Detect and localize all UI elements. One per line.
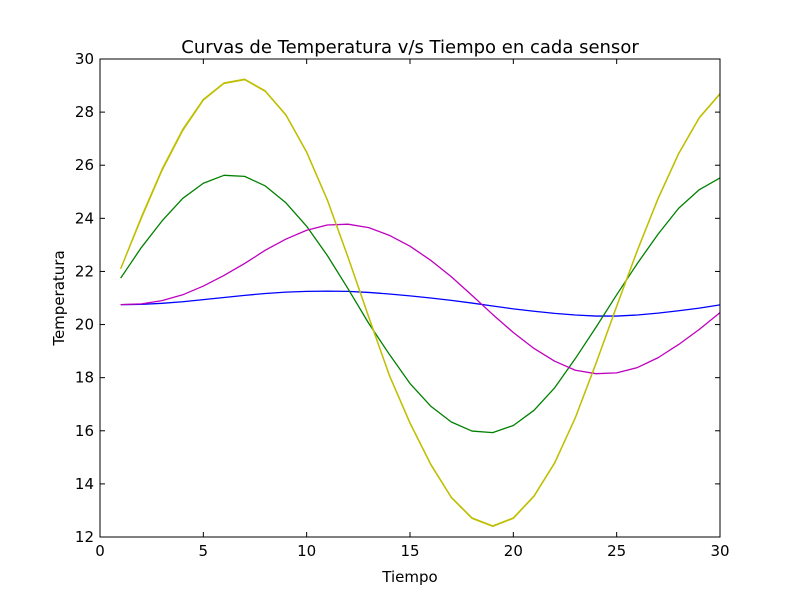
series-line-3 <box>120 78 721 527</box>
x-tick-label: 25 <box>607 542 626 560</box>
y-tick-label: 28 <box>75 103 94 121</box>
series-line-2 <box>120 174 721 434</box>
y-tick-label: 20 <box>75 316 94 334</box>
series-lines <box>120 78 721 528</box>
x-tick-label: 5 <box>199 542 209 560</box>
y-tick-label: 12 <box>75 528 94 546</box>
series-line-1 <box>120 290 721 317</box>
y-axis-label: Temperatura <box>50 250 68 346</box>
x-tick-label: 0 <box>95 542 105 560</box>
series-line-4 <box>120 223 721 375</box>
x-axis-label: Tiempo <box>381 568 437 586</box>
plot-frame <box>99 58 721 538</box>
y-tick-label: 24 <box>75 209 94 227</box>
series-line-5 <box>120 79 721 528</box>
chart-title: Curvas de Temperatura v/s Tiempo en cada… <box>181 37 639 58</box>
axis-ticks: 0 5 10 15 20 25 30 12 14 16 18 20 22 24 26 28 30 <box>75 50 730 560</box>
y-tick-label: 18 <box>75 369 94 387</box>
x-tick-label: 30 <box>710 542 729 560</box>
y-tick-label: 26 <box>75 156 94 174</box>
y-tick-label: 22 <box>75 262 94 280</box>
y-tick-label: 30 <box>75 50 94 68</box>
y-tick-label: 14 <box>75 475 94 493</box>
x-tick-label: 15 <box>400 542 419 560</box>
x-tick-label: 20 <box>504 542 523 560</box>
x-tick-label: 10 <box>297 542 316 560</box>
y-tick-label: 16 <box>75 422 94 440</box>
